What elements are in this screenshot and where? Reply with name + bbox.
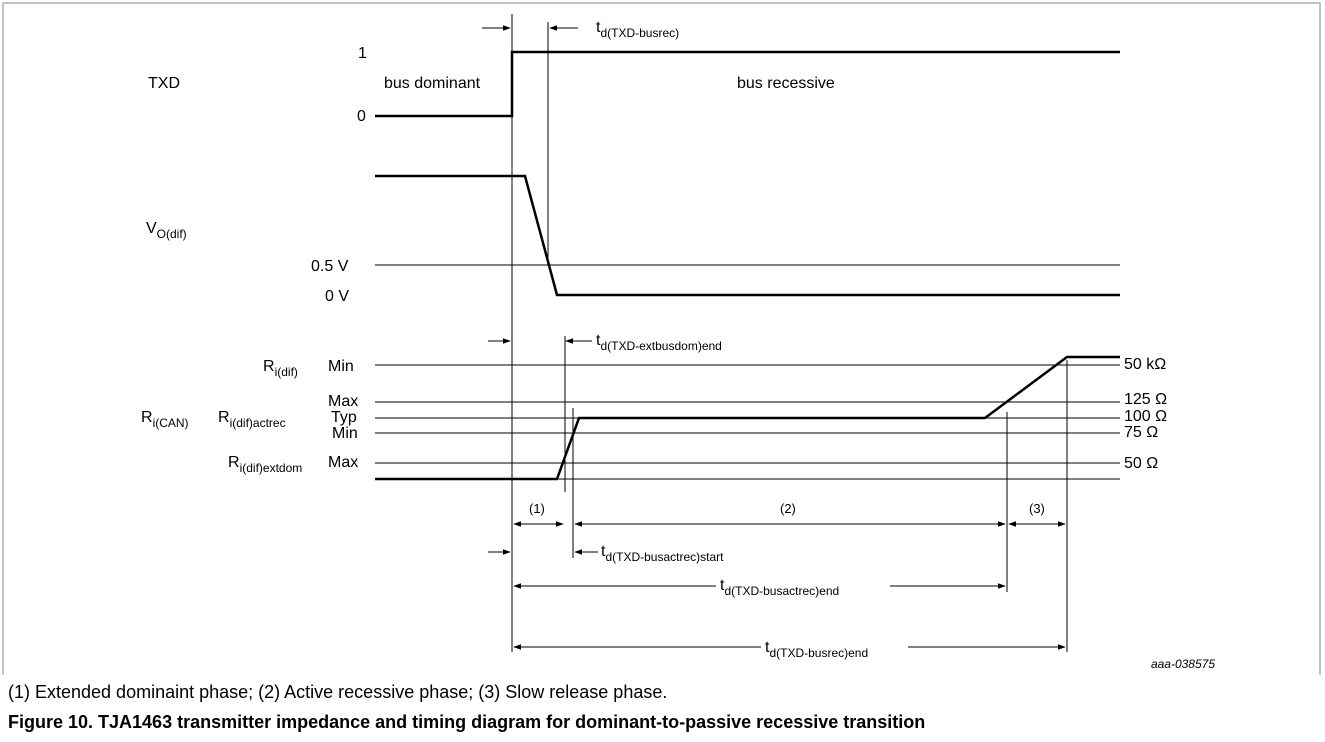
ri-level-min-top: Min	[328, 358, 354, 375]
frame-border	[2, 2, 1321, 675]
extbusdom-delay-label: td(TXD-extbusdom)end	[596, 332, 722, 353]
phase3-label: (3)	[1029, 501, 1045, 516]
ri-level-max: Max	[328, 393, 358, 410]
ri-value-50k: 50 kΩ	[1124, 356, 1166, 373]
ri-dif-label: Ri(dif)	[263, 358, 298, 379]
phase1-label: (1)	[529, 501, 545, 516]
ri-waveform	[375, 355, 1120, 481]
ri-level-typ: Typ	[331, 409, 357, 426]
vodif-label: VO(dif)	[146, 220, 187, 241]
txd-label: TXD	[148, 75, 180, 92]
ri-value-125: 125 Ω	[1124, 391, 1167, 408]
ri-can-label: Ri(CAN)	[141, 409, 189, 430]
ri-level-min: Min	[332, 425, 358, 442]
ri-extdom-label: Ri(dif)extdom	[228, 454, 302, 475]
ri-value-75: 75 Ω	[1124, 424, 1158, 441]
vodif-level-05: 0.5 V	[311, 258, 349, 275]
actrec-end-label: td(TXD-busactrec)end	[720, 577, 839, 598]
figure-code: aaa-038575	[1151, 657, 1215, 671]
busrec-delay-label: td(TXD-busrec)	[596, 19, 679, 40]
ri-value-50: 50 Ω	[1124, 455, 1158, 472]
ri-value-100: 100 Ω	[1124, 408, 1167, 425]
vodif-waveform	[375, 174, 1120, 297]
figure-caption: Figure 10. TJA1463 transmitter impedance…	[8, 712, 926, 732]
txd-level-low: 0	[357, 108, 366, 125]
vodif-level-0: 0 V	[325, 288, 349, 305]
txd-state-recessive: bus recessive	[737, 75, 835, 92]
ri-level-max-bottom: Max	[328, 454, 358, 471]
txd-state-dominant: bus dominant	[384, 75, 481, 92]
txd-level-high: 1	[358, 45, 367, 62]
busrec-end-label: td(TXD-busrec)end	[765, 639, 868, 660]
actrec-start-label: td(TXD-busactrec)start	[601, 543, 724, 564]
ri-actrec-label: Ri(dif)actrec	[218, 409, 286, 430]
timing-diagram: TXD 1 0 bus dominant bus recessive td(TX…	[2, 2, 1321, 675]
figure-note: (1) Extended dominaint phase; (2) Active…	[8, 682, 668, 702]
phase2-label: (2)	[780, 501, 796, 516]
